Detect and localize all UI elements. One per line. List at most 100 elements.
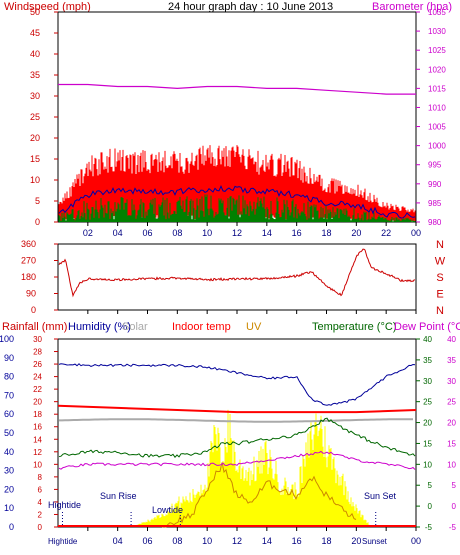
baro-tick-label: 1030 [428,27,446,36]
baro-tick-label: 1005 [428,123,446,132]
wind-tick-label: 0 [35,217,40,227]
bottom-sunset-label: Sunset [362,537,388,546]
dew-tick-label: 5 [452,481,457,490]
rain-tick-label: 30 [33,335,42,344]
x-tick-label: 08 [172,228,182,238]
dir-tick-label: 270 [21,256,36,266]
temp-tick-label: 5 [428,481,433,490]
dir-tick-label: 0 [31,305,36,315]
rain-tick-label: 10 [33,460,42,469]
solar-label: Solar [122,321,148,333]
rain-tick-label: 2 [38,510,43,519]
baro-tick-label: 995 [428,161,442,170]
rain-tick-label: 20 [33,398,42,407]
rain-tick-label: 14 [33,435,42,444]
wind-tick-label: 25 [30,112,40,122]
temp-tick-label: 30 [423,377,432,386]
temp-tick-label: 25 [423,398,432,407]
x-tick-label: 04 [113,536,123,546]
rain-tick-label: 26 [33,360,42,369]
temperature-line [58,417,416,459]
dew-tick-label: 15 [447,439,456,448]
wind-tick-label: 15 [30,154,40,164]
rain-tick-label: 6 [38,485,43,494]
baro-tick-label: 980 [428,218,442,227]
rain-tick-label: 8 [38,473,43,482]
barometer-line [58,83,416,95]
baro-tick-label: 1020 [428,65,446,74]
humidity-tick-label: 90 [4,353,14,363]
sunrise-annotation: Sun Rise [100,491,137,501]
x-tick-label: 04 [113,228,123,238]
rain-tick-label: 16 [33,423,42,432]
compass-letter: N [436,305,444,317]
humidity-tick-label: 10 [4,503,14,513]
temp-tick-label: -5 [425,523,433,532]
compass-letter: W [435,256,446,268]
lowtide-annotation: Lowtide [152,505,183,515]
uv-label: UV [246,321,262,333]
humidity-tick-label: 60 [4,409,14,419]
compass-letter: N [436,239,444,251]
grey-line [59,418,413,423]
x-tick-label: 20 [351,228,361,238]
wind-tick-label: 40 [30,49,40,59]
barometer-axis-label: Barometer (hpa) [372,1,452,13]
dewpoint-axis-label: Dew Point (°C) [394,321,460,333]
temp-tick-label: 40 [423,335,432,344]
windspeed-axis-label: Windspeed (mph) [4,1,91,13]
compass-letter: S [436,272,443,284]
dew-tick-label: 10 [447,460,456,469]
x-tick-label: 22 [381,228,391,238]
humidity-tick-label: 50 [4,428,14,438]
dew-tick-label: 0 [452,502,457,511]
rain-tick-label: 24 [33,373,42,382]
x-tick-label: 16 [292,536,302,546]
chart-title: 24 hour graph day : 10 June 2013 [168,1,333,13]
x-tick-label: 18 [321,228,331,238]
temp-tick-label: 15 [423,439,432,448]
x-tick-label: 14 [262,228,272,238]
rain-tick-label: 28 [33,348,42,357]
wind-tick-label: 35 [30,70,40,80]
direction-line [58,248,416,298]
x-tick-label: 10 [202,536,212,546]
dir-tick-label: 180 [21,272,36,282]
x-tick-label: 00 [411,228,421,238]
wind-tick-label: 30 [30,91,40,101]
rain-tick-label: 22 [33,385,42,394]
wind-tick-label: 10 [30,175,40,185]
x-tick-label: 08 [172,536,182,546]
baro-tick-label: 1000 [428,142,446,151]
compass-letter: E [436,289,443,301]
humidity-tick-label: 100 [0,334,14,344]
x-tick-label: 20 [351,536,361,546]
humidity-axis-label: Humidity (%) [68,321,131,333]
indoor-temp-label: Indoor temp [172,321,231,333]
baro-tick-label: 985 [428,199,442,208]
wind-tick-label: 45 [30,28,40,38]
rain-tick-label: 4 [38,498,43,507]
x-tick-label: 14 [262,536,272,546]
x-tick-label: 12 [232,536,242,546]
dew-tick-label: 40 [447,335,456,344]
temp-tick-label: 0 [428,502,433,511]
x-tick-label: 06 [142,536,152,546]
humidity-tick-label: 80 [4,372,14,382]
baro-tick-label: 1035 [428,8,446,17]
humidity-tick-label: 70 [4,390,14,400]
rain-tick-label: 0 [38,523,43,532]
humidity-tick-label: 30 [4,466,14,476]
humidity-tick-label: 40 [4,447,14,457]
x-tick-label: 10 [202,228,212,238]
wind-tick-label: 50 [30,7,40,17]
rain-tick-label: 18 [33,410,42,419]
temp-tick-label: 10 [423,460,432,469]
dew-tick-label: -5 [449,523,457,532]
avg-wind-line [58,185,416,219]
rain-tick-label: 12 [33,448,42,457]
dir-tick-label: 360 [21,239,36,249]
dew-tick-label: 30 [447,377,456,386]
